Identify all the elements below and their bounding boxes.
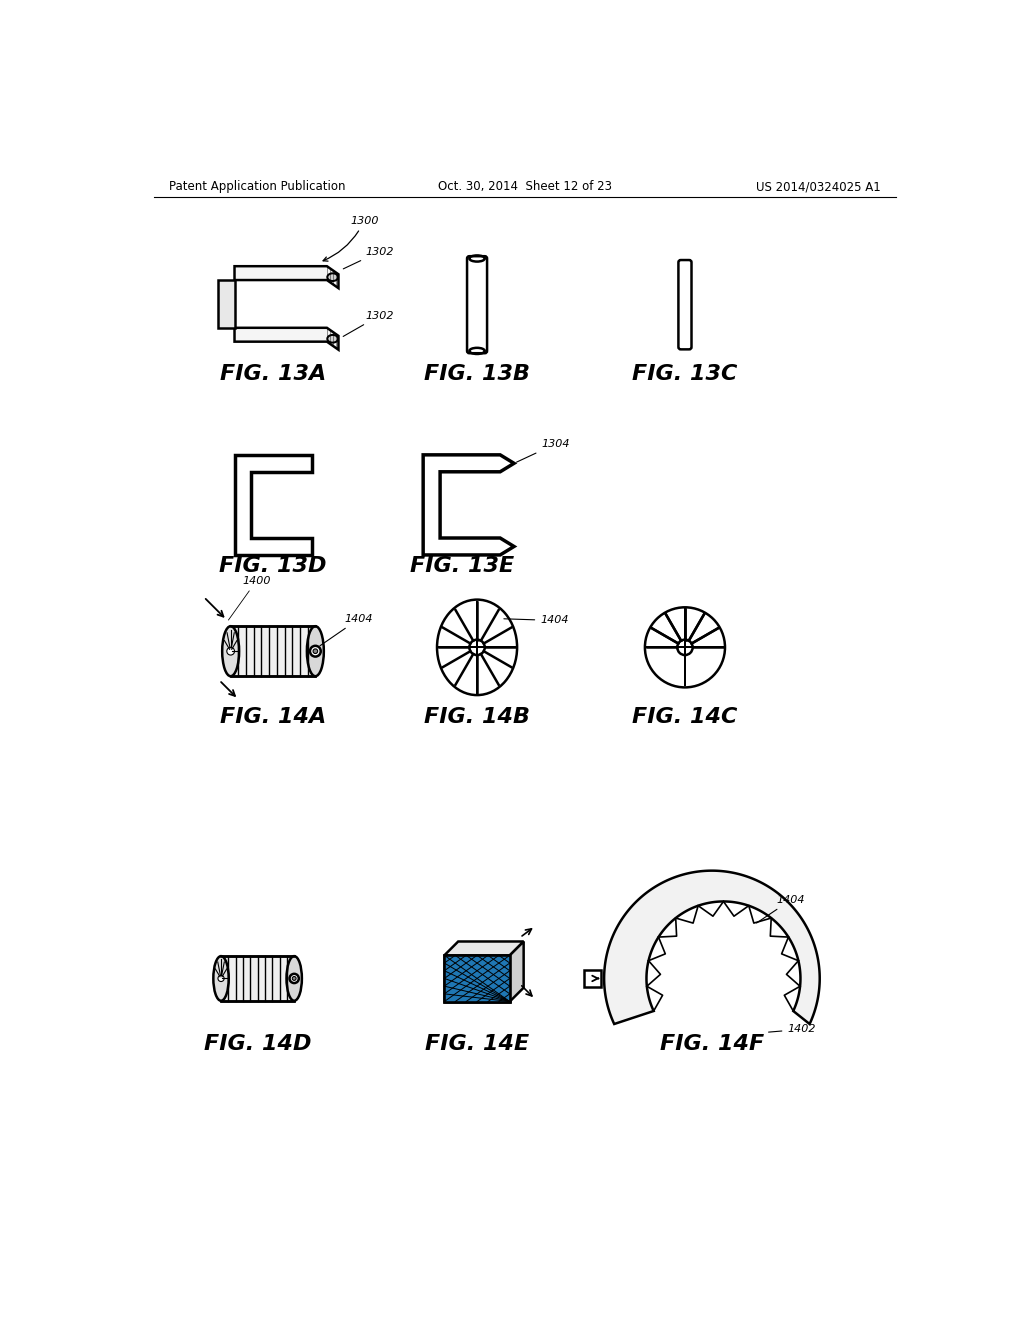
Ellipse shape	[307, 626, 324, 676]
Text: FIG. 14A: FIG. 14A	[220, 706, 326, 726]
Text: FIG. 13D: FIG. 13D	[219, 557, 327, 577]
Polygon shape	[234, 267, 339, 288]
Polygon shape	[444, 941, 523, 956]
Ellipse shape	[222, 626, 240, 676]
Text: 1404: 1404	[504, 615, 568, 626]
Polygon shape	[234, 327, 339, 350]
Text: Patent Application Publication: Patent Application Publication	[169, 181, 345, 194]
Text: 1302: 1302	[343, 310, 394, 337]
Text: FIG. 14C: FIG. 14C	[632, 706, 737, 726]
Circle shape	[290, 974, 299, 983]
Text: FIG. 13E: FIG. 13E	[410, 557, 514, 577]
FancyBboxPatch shape	[444, 956, 510, 1002]
Text: FIG. 13C: FIG. 13C	[632, 364, 737, 384]
Text: 1300: 1300	[324, 216, 379, 261]
Circle shape	[218, 975, 224, 982]
Text: 1402: 1402	[769, 1024, 816, 1035]
Circle shape	[310, 645, 321, 656]
Text: FIG. 13B: FIG. 13B	[424, 364, 530, 384]
Circle shape	[292, 977, 296, 981]
Ellipse shape	[328, 335, 338, 343]
Text: FIG. 14D: FIG. 14D	[204, 1034, 311, 1053]
Text: FIG. 14B: FIG. 14B	[424, 706, 530, 726]
FancyBboxPatch shape	[230, 626, 315, 676]
Text: 1400: 1400	[228, 576, 270, 620]
Text: FIG. 13A: FIG. 13A	[220, 364, 326, 384]
Ellipse shape	[328, 273, 338, 281]
Text: 1404: 1404	[757, 895, 805, 923]
Ellipse shape	[213, 956, 228, 1001]
Text: 1404: 1404	[319, 614, 373, 645]
Circle shape	[226, 647, 234, 655]
Text: FIG. 14F: FIG. 14F	[659, 1034, 764, 1053]
FancyBboxPatch shape	[444, 956, 510, 1002]
Polygon shape	[217, 280, 234, 327]
Text: 1304: 1304	[516, 440, 569, 462]
Circle shape	[313, 649, 317, 653]
Polygon shape	[604, 871, 819, 1024]
Text: US 2014/0324025 A1: US 2014/0324025 A1	[756, 181, 881, 194]
Text: Oct. 30, 2014  Sheet 12 of 23: Oct. 30, 2014 Sheet 12 of 23	[438, 181, 611, 194]
Text: 1302: 1302	[343, 247, 394, 269]
Polygon shape	[510, 941, 523, 1002]
FancyBboxPatch shape	[221, 956, 294, 1001]
Ellipse shape	[287, 956, 302, 1001]
Text: FIG. 14E: FIG. 14E	[425, 1034, 529, 1053]
